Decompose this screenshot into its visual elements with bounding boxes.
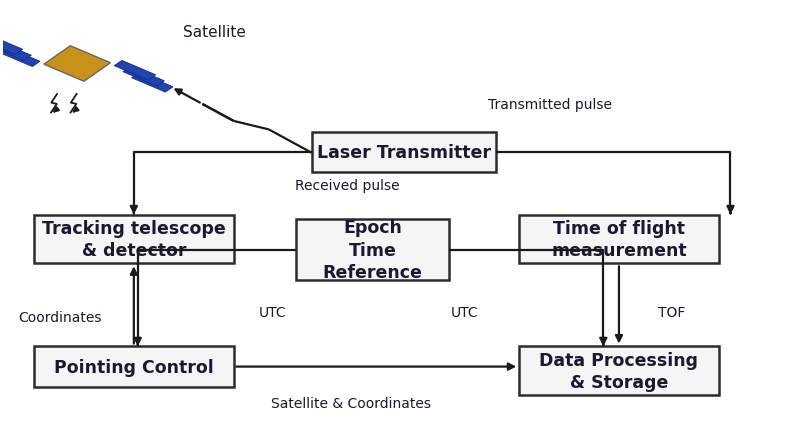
Polygon shape	[0, 36, 23, 55]
Polygon shape	[0, 42, 32, 61]
Text: Epoch
Time
Reference: Epoch Time Reference	[322, 219, 422, 281]
Text: Coordinates: Coordinates	[18, 310, 102, 324]
Text: UTC: UTC	[451, 306, 478, 319]
Polygon shape	[114, 61, 156, 81]
Text: Satellite & Coordinates: Satellite & Coordinates	[271, 396, 431, 410]
FancyBboxPatch shape	[296, 219, 449, 281]
Text: Tracking telescope
& detector: Tracking telescope & detector	[42, 219, 225, 259]
FancyBboxPatch shape	[519, 215, 719, 264]
Polygon shape	[123, 67, 165, 87]
Polygon shape	[0, 48, 40, 68]
Text: Laser Transmitter: Laser Transmitter	[317, 144, 491, 161]
FancyBboxPatch shape	[34, 215, 233, 264]
Text: Received pulse: Received pulse	[295, 178, 400, 192]
Text: TOF: TOF	[658, 306, 686, 319]
FancyBboxPatch shape	[34, 347, 233, 387]
Text: Data Processing
& Storage: Data Processing & Storage	[540, 351, 698, 391]
FancyBboxPatch shape	[312, 132, 496, 172]
Text: UTC: UTC	[259, 306, 287, 319]
Text: Pointing Control: Pointing Control	[54, 358, 214, 376]
Text: Transmitted pulse: Transmitted pulse	[489, 98, 612, 112]
FancyBboxPatch shape	[519, 347, 719, 396]
Text: Satellite: Satellite	[183, 25, 246, 40]
Text: Time of flight
measurement: Time of flight measurement	[551, 219, 687, 259]
Polygon shape	[44, 46, 110, 82]
Polygon shape	[132, 73, 173, 93]
